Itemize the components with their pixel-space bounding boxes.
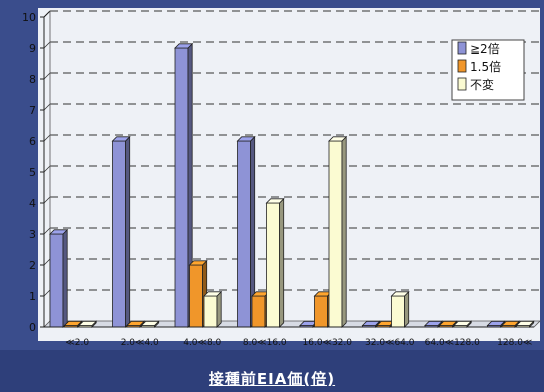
bar-top: [501, 320, 521, 326]
bar-top: [361, 320, 381, 326]
gridline-diagonal: [43, 258, 51, 266]
bar-0-7: [486, 320, 506, 328]
bar-top: [49, 229, 69, 235]
bar-front: [189, 264, 203, 328]
bar-front: [391, 295, 405, 328]
y-tick-label: 3: [29, 228, 36, 241]
bar-front: [251, 295, 266, 328]
bar-front: [237, 140, 251, 328]
bar-top: [174, 43, 194, 49]
bar-top: [126, 320, 146, 326]
x-tick-label: 32.0≪64.0: [365, 338, 415, 348]
bar-front: [328, 140, 343, 328]
bar-1-6: [438, 320, 458, 328]
y-tick-label: 2: [29, 259, 36, 272]
x-tick-label: 4.0≪8.0: [183, 338, 221, 348]
bar-top: [188, 260, 208, 266]
bar-front: [112, 140, 126, 328]
gridline-diagonal: [43, 72, 51, 80]
legend-swatch: [457, 77, 467, 91]
bar-2-2: [203, 290, 223, 328]
bar-top: [486, 320, 506, 326]
bar-top: [515, 320, 535, 326]
gridline-diagonal: [43, 134, 51, 142]
bar-side: [341, 135, 347, 328]
y-tick-label: 4: [29, 197, 36, 210]
bar-side: [125, 135, 131, 328]
bar-top: [140, 320, 160, 326]
y-axis-top: [43, 10, 51, 18]
y-tick-label: 6: [29, 135, 36, 148]
x-axis-title: 接種前EIA価(倍): [208, 370, 336, 388]
bar-2-5: [390, 290, 410, 328]
x-tick-label: 64.0≪128.0: [425, 338, 481, 348]
bar-side: [62, 228, 68, 328]
bar-2-3: [265, 197, 285, 328]
bar-0-1: [111, 135, 131, 328]
bar-2-1: [140, 320, 160, 328]
bar-side: [404, 290, 410, 328]
y-tick-label: 1: [29, 290, 36, 303]
bar-top: [453, 320, 473, 326]
y-tick-label: 5: [29, 166, 36, 179]
bar-top: [63, 320, 83, 326]
bar-side: [216, 290, 222, 328]
x-tick-label: 128.0≪: [497, 338, 532, 348]
x-tick-label: 16.0≪32.0: [303, 338, 353, 348]
bar-side: [279, 197, 285, 328]
legend-label: ≧2倍: [470, 41, 500, 56]
bar-2-0: [78, 320, 98, 328]
legend-label: 1.5倍: [470, 59, 501, 74]
x-tick-label: ≪2.0: [65, 338, 89, 348]
bar-0-2: [174, 42, 194, 328]
x-tick-label: 8.0≪16.0: [243, 338, 287, 348]
gridline-diagonal: [43, 165, 51, 173]
y-tick-label: 10: [22, 11, 36, 24]
x-tick-label: 2.0≪4.0: [121, 338, 159, 348]
bar-top: [424, 320, 444, 326]
legend-swatch: [457, 59, 467, 73]
bar-top: [111, 136, 131, 142]
legend-label: 不変: [470, 77, 494, 92]
bar-top: [236, 136, 256, 142]
bar-top: [203, 291, 223, 297]
y-tick-label: 0: [29, 321, 36, 334]
gridline-diagonal: [43, 103, 51, 111]
bar-2-4: [328, 135, 348, 328]
bar-0-0: [49, 228, 69, 328]
bar-front: [314, 295, 328, 328]
gridline-diagonal: [43, 196, 51, 204]
bar-front: [203, 295, 218, 328]
bar-2-6: [453, 320, 473, 328]
gridline-diagonal: [43, 289, 51, 297]
bar-top: [328, 136, 348, 142]
bar-top: [78, 320, 98, 326]
bar-0-6: [424, 320, 444, 328]
y-tick-label: 8: [29, 73, 36, 86]
bar-top: [438, 320, 458, 326]
bar-top: [265, 198, 285, 204]
y-tick-label: 9: [29, 42, 36, 55]
bar-0-3: [236, 135, 256, 328]
gridline-diagonal: [43, 227, 51, 235]
bar-front: [174, 47, 189, 328]
y-tick-label: 7: [29, 104, 36, 117]
gridline-diagonal: [43, 41, 51, 49]
bar-front: [266, 202, 280, 328]
bar-front: [49, 233, 64, 328]
legend-swatch: [457, 41, 467, 55]
bar-top: [390, 291, 410, 297]
